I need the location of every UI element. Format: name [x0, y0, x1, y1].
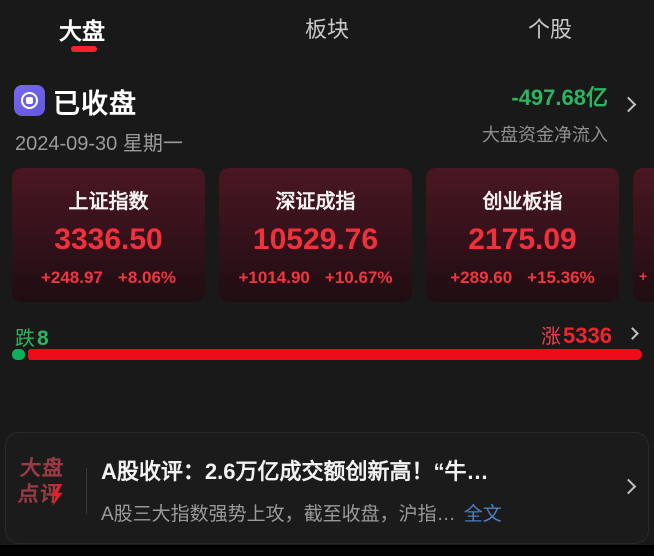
breadth-bar-down	[12, 349, 25, 360]
net-inflow-block[interactable]: -497.68亿 大盘资金净流入	[482, 80, 608, 147]
advance-decline-bar[interactable]	[12, 349, 642, 360]
lightning-bolt-icon	[51, 484, 63, 506]
index-value: 10529.76	[252, 223, 379, 256]
advancers-label: 涨5336	[541, 323, 612, 348]
vertical-divider	[86, 468, 87, 514]
index-change: +248.97 +8.06%	[40, 268, 177, 287]
active-tab-indicator	[71, 46, 97, 52]
breadth-bar-up	[27, 349, 642, 360]
index-card-chinext[interactable]: 创业板指 2175.09 +289.60 +15.36%	[426, 168, 619, 302]
full-text-link[interactable]: 全文	[463, 504, 502, 525]
news-title: A股收评：2.6万亿成交额创新高！“牛…	[101, 459, 489, 484]
index-name: 创业板指	[482, 191, 563, 213]
index-change: +289.60 +15.36%	[450, 268, 595, 287]
news-summary: A股三大指数强势上攻，截至收盘，沪指… 全文	[101, 504, 502, 525]
logo-line-1: 大盘	[19, 457, 66, 480]
tab-sectors[interactable]: 板块	[304, 17, 349, 42]
index-name: 深证成指	[275, 191, 356, 213]
partial-change-hint: +	[639, 268, 648, 284]
logo-line-2: 点评	[16, 483, 63, 506]
decliners-count: 8	[37, 327, 49, 350]
index-card-shanghai[interactable]: 上证指数 3336.50 +248.97 +8.06%	[12, 168, 205, 302]
index-card-shenzhen[interactable]: 深证成指 10529.76 +1014.90 +10.67%	[219, 168, 412, 302]
tab-market[interactable]: 大盘	[59, 18, 105, 44]
decliners-label: 跌8	[15, 327, 49, 350]
net-inflow-value: -497.68亿	[511, 85, 608, 110]
index-name: 上证指数	[68, 191, 149, 213]
date-label: 2024-09-30 星期一	[15, 133, 183, 155]
tab-stocks[interactable]: 个股	[527, 17, 572, 42]
index-value: 2175.09	[468, 223, 577, 256]
index-change: +1014.90 +10.67%	[238, 268, 393, 287]
chevron-right-icon[interactable]	[626, 327, 639, 340]
chevron-right-icon[interactable]	[620, 96, 637, 113]
advancers-count: 5336	[563, 323, 612, 348]
index-value: 3336.50	[54, 223, 163, 256]
market-status-icon	[14, 85, 45, 116]
net-inflow-label: 大盘资金净流入	[482, 125, 608, 145]
record-circle-icon	[21, 92, 38, 109]
market-commentary-card[interactable]: 大盘 点评 A股收评：2.6万亿成交额创新高！“牛… A股三大指数强势上攻，截至…	[5, 432, 649, 544]
news-body: A股收评：2.6万亿成交额创新高！“牛… A股三大指数强势上攻，截至收盘，沪指……	[101, 454, 598, 526]
bottom-black-strip	[0, 545, 654, 556]
market-status-label: 已收盘	[53, 89, 137, 119]
index-card-carousel: 上证指数 3336.50 +248.97 +8.06% 深证成指 10529.76…	[12, 168, 654, 302]
commentary-logo: 大盘 点评	[17, 456, 84, 508]
index-card-next-partial[interactable]: +	[633, 168, 654, 302]
